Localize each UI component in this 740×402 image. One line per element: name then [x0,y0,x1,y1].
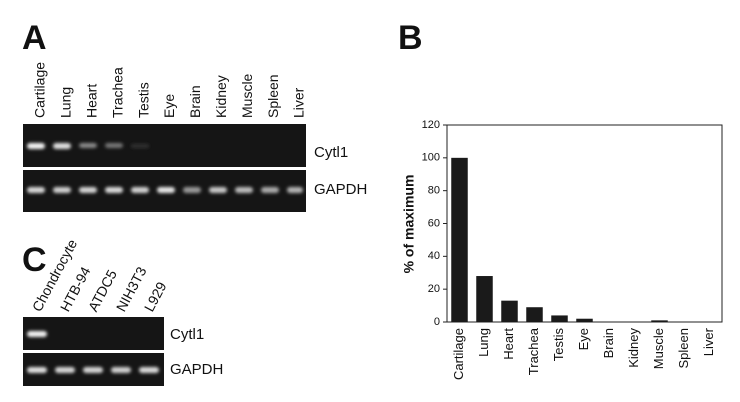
lane-label: Trachea [109,67,125,118]
bar [526,307,543,322]
lane-label: Heart [84,84,100,118]
gene-label: GAPDH [170,361,223,378]
panel-label: A [22,19,47,57]
bar [551,315,568,322]
x-tick-label: Heart [501,328,516,360]
panel-label: B [398,19,423,57]
gene-label: Cytl1 [170,326,204,343]
y-tick-label: 60 [428,217,440,229]
lane-label: Cartilage [32,62,48,118]
lane-label: Spleen [265,74,281,118]
x-tick-label: Kidney [626,328,641,368]
x-tick-label: Trachea [526,327,541,375]
x-tick-label: Muscle [651,328,666,369]
bar [476,276,493,322]
x-tick-label: Eye [576,328,591,350]
y-tick-label: 40 [428,250,440,262]
bar [501,300,518,322]
y-tick-label: 80 [428,185,440,197]
x-tick-label: Cartilage [451,328,466,380]
bar [451,157,468,322]
bar [576,318,593,322]
lane-label: Eye [161,94,177,118]
y-tick-label: 120 [422,119,440,131]
gene-label: Cytl1 [314,144,348,161]
lane-label: Brain [187,85,203,118]
bar [651,320,668,322]
x-tick-label: Liver [701,327,716,356]
lane-label: Muscle [239,73,255,118]
lane-label: L929 [141,279,170,314]
panel-label: C [22,241,47,279]
x-tick-label: Spleen [676,328,691,368]
y-tick-label: 100 [422,152,440,164]
lane-label: Kidney [213,75,229,118]
lane-label: Testis [135,82,151,118]
x-tick-label: Brain [601,328,616,358]
y-tick-label: 0 [434,316,440,328]
y-axis-label: % of maximum [401,175,417,274]
gel-bands [27,331,159,373]
gene-label: GAPDH [314,181,367,198]
lane-label: Lung [58,87,74,118]
lane-label: Liver [291,87,307,118]
x-tick-label: Testis [551,328,566,362]
gel-bands [27,143,303,193]
y-tick-label: 20 [428,283,440,295]
x-tick-label: Lung [476,328,491,357]
